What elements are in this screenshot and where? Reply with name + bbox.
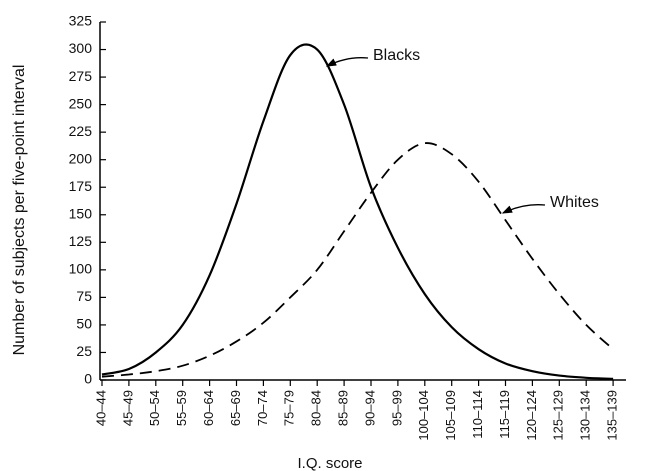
- y-tick-label: 125: [69, 233, 93, 249]
- x-tick-label: 100–104: [416, 390, 431, 441]
- x-tick-label: 95–99: [389, 390, 404, 426]
- x-tick-label: 50–54: [147, 390, 162, 426]
- x-tick-label: 40–44: [93, 390, 108, 426]
- y-tick-label: 275: [69, 68, 93, 84]
- x-tick-label: 75–79: [282, 390, 297, 426]
- x-tick-label: 120–124: [524, 390, 539, 441]
- x-tick-label: 70–74: [255, 390, 270, 426]
- y-tick-label: 150: [69, 205, 93, 221]
- label-arrow: [325, 57, 369, 67]
- x-tick-label: 105–109: [443, 390, 458, 441]
- legend-label: Blacks: [373, 47, 420, 64]
- x-tick-label: 115–119: [497, 390, 512, 439]
- x-tick-label: 125–129: [551, 390, 566, 441]
- x-tick-label: 130–134: [578, 390, 593, 441]
- x-tick-label: 65–69: [228, 390, 243, 426]
- y-tick-label: 175: [69, 178, 93, 194]
- y-tick-label: 300: [69, 40, 93, 56]
- label-arrow: [501, 204, 546, 214]
- x-tick-label: 45–49: [120, 390, 135, 426]
- line-series: [101, 142, 614, 378]
- x-tick-label: 110–114: [470, 390, 485, 439]
- y-tick-label: 50: [76, 316, 92, 332]
- y-tick-label: 0: [84, 371, 92, 387]
- x-tick-label: 55–59: [174, 390, 189, 426]
- x-tick-label: 135–139: [605, 390, 620, 441]
- y-tick-label: 325: [69, 13, 93, 29]
- y-tick-label: 225: [69, 123, 93, 139]
- legend-label: Whites: [550, 194, 599, 211]
- y-axis-title: Number of subjects per five-point interv…: [11, 65, 28, 356]
- y-tick-label: 200: [69, 150, 93, 166]
- x-tick-label: 80–84: [309, 390, 324, 426]
- line-series: [101, 43, 614, 380]
- x-tick-label: 85–89: [336, 390, 351, 426]
- y-tick-label: 250: [69, 95, 93, 111]
- y-tick-label: 25: [76, 343, 92, 359]
- y-tick-label: 100: [69, 261, 93, 277]
- x-axis-title: I.Q. score: [297, 455, 362, 471]
- y-tick-label: 75: [76, 288, 92, 304]
- x-tick-label: 90–94: [362, 390, 377, 426]
- x-tick-label: 60–64: [201, 390, 216, 426]
